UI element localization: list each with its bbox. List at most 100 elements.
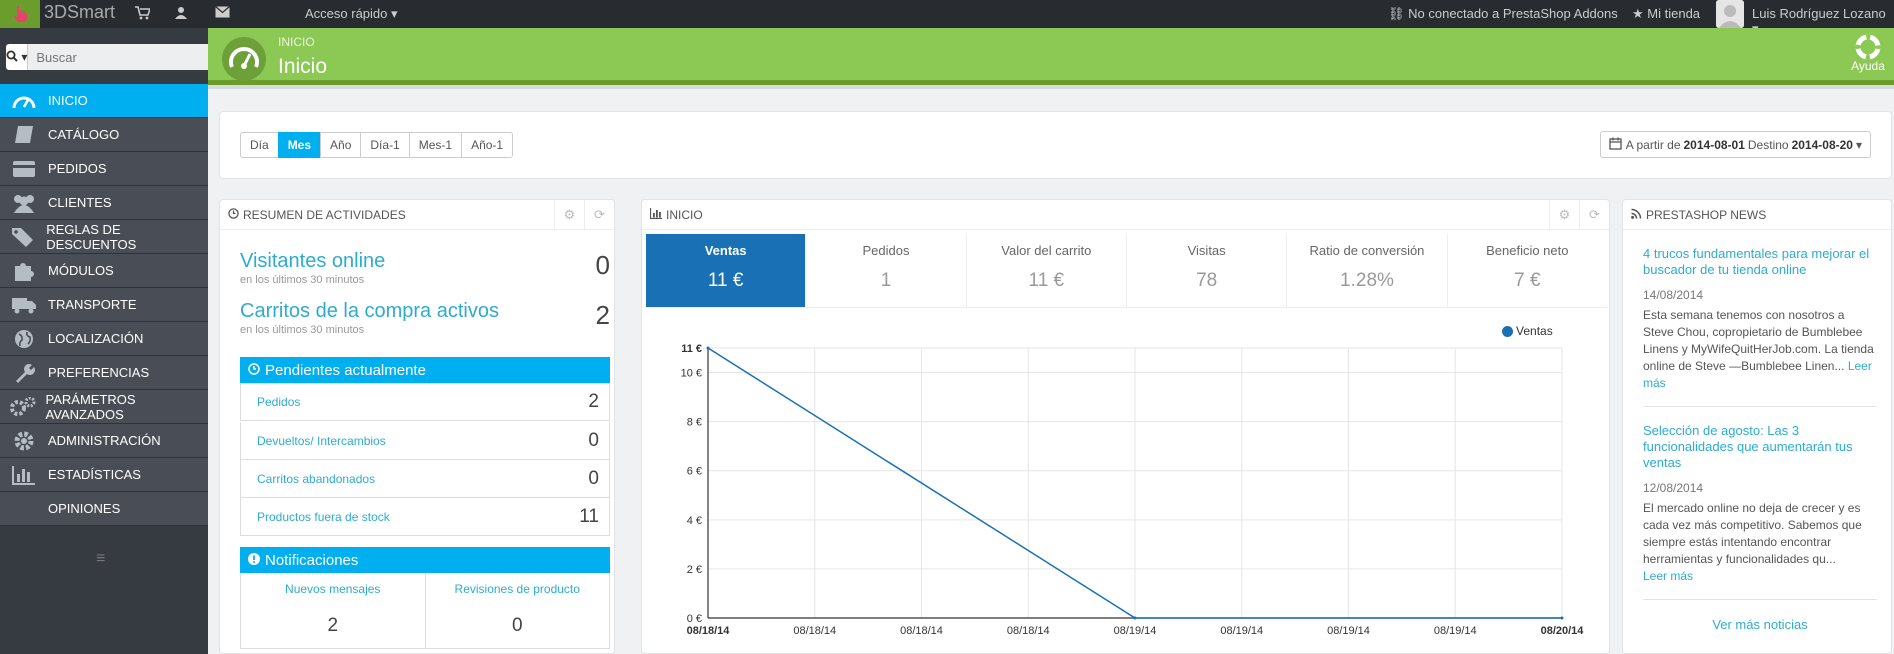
sidebar: ▾ INICIO CATÁLOGO PEDIDOS CLIENTES REGLA…	[0, 28, 213, 654]
sidebar-item-catalogo[interactable]: CATÁLOGO	[0, 118, 208, 152]
notifications-section-title: Notificaciones	[240, 547, 610, 573]
period-prev-year-button[interactable]: Año-1	[461, 132, 514, 158]
period-day-button[interactable]: Día	[240, 132, 279, 158]
brand-name[interactable]: 3DSmart	[44, 2, 116, 22]
notifications-grid: Nuevos mensajes 2 Revisiones de producto…	[240, 573, 610, 649]
sidebar-item-transporte[interactable]: TRANSPORTE	[0, 288, 208, 322]
envelope-icon[interactable]	[215, 6, 231, 22]
gear-icon[interactable]: ⚙	[1549, 200, 1579, 230]
new-messages-cell[interactable]: Nuevos mensajes 2	[285, 582, 381, 636]
news-article-title[interactable]: Selección de agosto: Las 3 funcionalidad…	[1643, 423, 1853, 470]
tab-ventas[interactable]: Ventas 11 €	[646, 234, 807, 307]
news-article-date: 12/08/2014	[1643, 481, 1704, 495]
bar-chart-icon	[0, 465, 48, 485]
refresh-icon[interactable]: ⟳	[584, 200, 614, 230]
period-year-button[interactable]: Año	[320, 132, 362, 158]
sidebar-item-inicio[interactable]: INICIO	[0, 84, 208, 118]
globe-icon	[0, 329, 48, 349]
search-input[interactable]	[28, 44, 213, 70]
sidebar-item-administracion[interactable]: ADMINISTRACIÓN	[0, 424, 208, 458]
x-tick-label: 08/19/14	[1220, 625, 1263, 637]
calendar-icon	[1609, 137, 1623, 153]
period-panel: Día Mes Año Día-1 Mes-1 Año-1 A partir d…	[219, 111, 1892, 179]
sidebar-item-opiniones[interactable]: OPINIONES	[0, 492, 208, 526]
credit-card-icon	[0, 160, 48, 178]
tab-valor-carrito[interactable]: Valor del carrito 11 €	[967, 234, 1127, 307]
rss-icon	[1631, 208, 1642, 222]
news-article-date: 14/08/2014	[1643, 288, 1704, 302]
quick-access-dropdown[interactable]: Acceso rápido ▾	[305, 6, 398, 21]
list-item[interactable]: Carritos abandonados 0	[240, 460, 610, 498]
sidebar-item-localizacion[interactable]: LOCALIZACIÓN	[0, 322, 208, 356]
data-point	[706, 346, 710, 350]
tab-visitas[interactable]: Visitas 78	[1127, 234, 1288, 307]
x-tick-label: 08/18/14	[1007, 625, 1050, 637]
read-more-link[interactable]: Leer más	[1643, 569, 1694, 583]
x-tick-label: 08/19/14	[1327, 625, 1370, 637]
tab-pedidos[interactable]: Pedidos 1	[806, 234, 967, 307]
legend-label: Ventas	[1516, 324, 1553, 338]
y-tick-label: 4 €	[687, 515, 702, 527]
gear-icon[interactable]: ⚙	[554, 200, 584, 230]
gear-icon	[0, 430, 48, 452]
dashboard-icon	[0, 91, 48, 111]
sidebar-item-parametros-avanzados[interactable]: PARÁMETROS AVANZADOS	[0, 390, 208, 424]
my-store-link[interactable]: ★ Mi tienda	[1632, 6, 1701, 21]
sidebar-item-pedidos[interactable]: PEDIDOS	[0, 152, 208, 186]
sidebar-item-modulos[interactable]: MÓDULOS	[0, 254, 208, 288]
sidebar-item-reglas-descuentos[interactable]: REGLAS DE DESCUENTOS	[0, 220, 208, 254]
activity-panel: RESUMEN DE ACTIVIDADES ⚙ ⟳ Visitantes on…	[219, 199, 615, 654]
user-icon[interactable]	[174, 6, 190, 22]
cart-icon[interactable]	[135, 6, 152, 22]
date-range-picker[interactable]: A partir de 2014-08-01 Destino 2014-08-2…	[1600, 131, 1871, 158]
search-icon	[6, 50, 18, 65]
product-reviews-cell[interactable]: Revisiones de producto 0	[424, 573, 610, 648]
list-item[interactable]: Productos fuera de stock 11	[240, 498, 610, 536]
star-icon: ★	[1632, 6, 1644, 21]
wrench-icon	[0, 363, 48, 383]
sidebar-item-estadisticas[interactable]: ESTADÍSTICAS	[0, 458, 208, 492]
caret-down-icon: ▾	[21, 50, 28, 64]
news-article-title[interactable]: 4 trucos fundamentales para mejorar el b…	[1643, 246, 1870, 277]
period-prev-month-button[interactable]: Mes-1	[408, 132, 463, 158]
menu-collapse-icon[interactable]: ≡	[96, 550, 106, 567]
online-visitors-label[interactable]: Visitantes online	[240, 250, 386, 272]
more-news-link[interactable]: Ver más noticias	[1712, 617, 1808, 632]
read-more-link[interactable]: Leer más	[1643, 359, 1872, 390]
top-bar: 3DSmart Acceso rápido ▾ ⛓ No conectado a…	[0, 0, 1894, 36]
hand-pointer-icon[interactable]	[0, 0, 40, 28]
search-scope-button[interactable]: ▾	[6, 44, 29, 70]
list-item[interactable]: Devueltos/ Intercambios 0	[240, 422, 610, 460]
y-tick-label: 11 €	[681, 343, 702, 355]
chart-legend[interactable]: Ventas	[1502, 324, 1553, 338]
tags-icon	[0, 227, 46, 247]
breadcrumb[interactable]: INICIO	[278, 35, 315, 49]
avatar[interactable]	[1716, 0, 1744, 28]
refresh-icon[interactable]: ⟳	[1579, 200, 1609, 230]
dashboard-panel: INICIO ⚙ ⟳ Ventas 11 € Pedidos 1 Valor d…	[641, 199, 1610, 654]
truck-icon	[0, 296, 48, 314]
news-article-body: El mercado online no deja de crecer y es…	[1643, 501, 1862, 583]
tab-ratio-conversion[interactable]: Ratio de conversión 1.28%	[1287, 234, 1448, 307]
sidebar-item-clientes[interactable]: CLIENTES	[0, 186, 208, 220]
news-panel-header: PRESTASHOP NEWS	[1623, 200, 1891, 230]
period-prev-day-button[interactable]: Día-1	[360, 132, 410, 158]
clock-icon	[248, 362, 260, 379]
active-carts-value: 2	[595, 300, 610, 330]
x-tick-label: 08/19/14	[1434, 625, 1477, 637]
news-article: Selección de agosto: Las 3 funcionalidad…	[1643, 423, 1877, 585]
puzzle-icon	[0, 261, 48, 281]
active-carts-label[interactable]: Carritos de la compra activos	[240, 300, 499, 322]
addons-status[interactable]: ⛓ No conectado a PrestaShop Addons	[1388, 6, 1618, 21]
help-button[interactable]: Ayuda	[1846, 34, 1890, 73]
legend-marker	[1502, 325, 1513, 337]
x-tick-label: 08/18/14	[687, 625, 731, 637]
divider	[1643, 599, 1877, 600]
period-month-button[interactable]: Mes	[277, 132, 322, 158]
list-item[interactable]: Pedidos 2	[240, 383, 610, 421]
tab-beneficio-neto[interactable]: Beneficio neto 7 €	[1486, 243, 1569, 291]
sidebar-item-preferencias[interactable]: PREFERENCIAS	[0, 356, 208, 390]
news-article: 4 trucos fundamentales para mejorar el b…	[1643, 246, 1877, 392]
y-tick-label: 8 €	[687, 417, 702, 429]
page-header: INICIO Inicio Ayuda	[208, 28, 1894, 85]
